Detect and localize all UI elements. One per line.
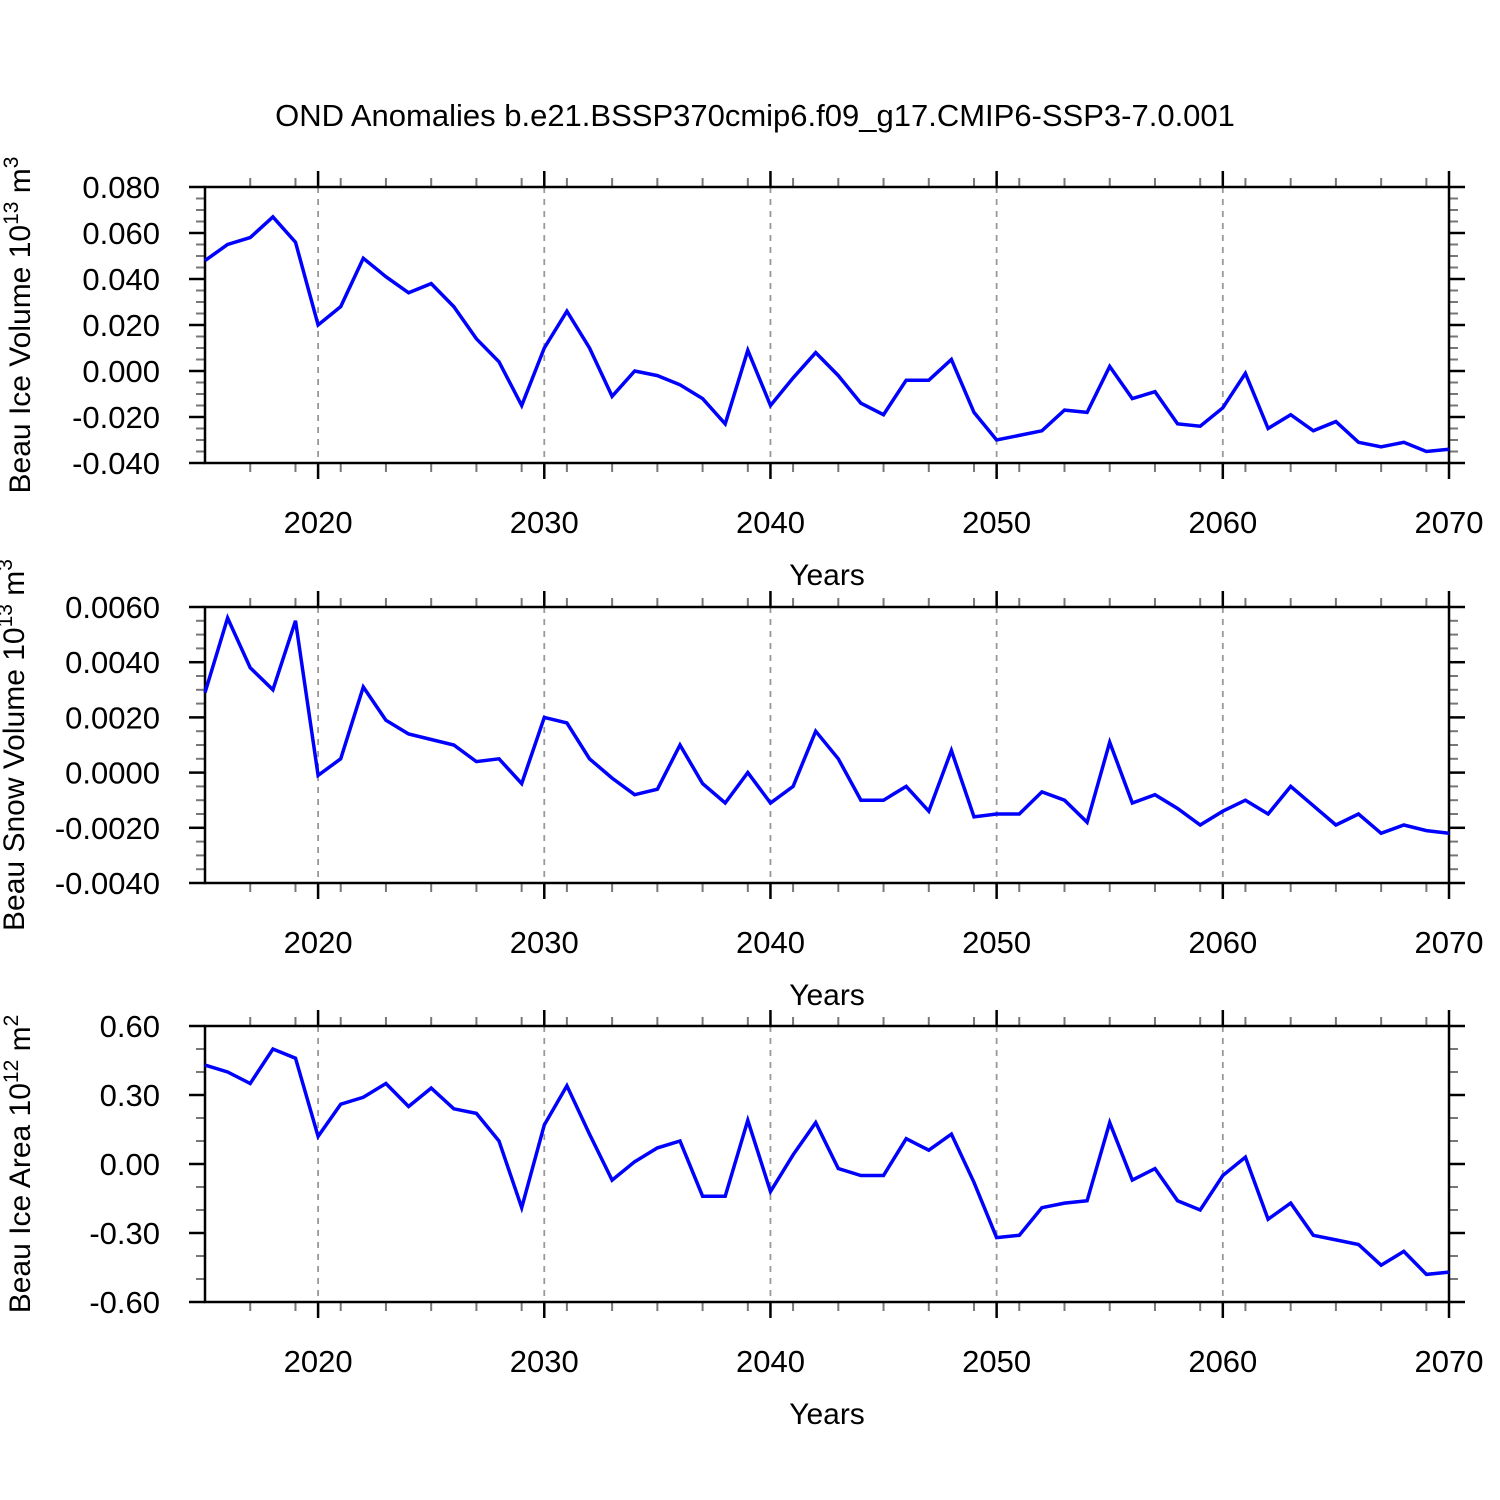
y-tick-label: 0.040 <box>82 262 160 297</box>
y-axis-label: Beau Ice Area 1012 m2 <box>0 1015 37 1314</box>
x-tick-label: 2020 <box>284 505 353 540</box>
y-tick-label: 0.60 <box>100 1009 160 1044</box>
x-tick-label: 2030 <box>510 505 579 540</box>
x-tick-label: 2050 <box>962 505 1031 540</box>
y-tick-label: -0.30 <box>89 1216 160 1251</box>
y-tick-label: 0.060 <box>82 216 160 251</box>
y-tick-label: 0.30 <box>100 1078 160 1113</box>
y-tick-label: 0.080 <box>82 170 160 205</box>
data-line <box>203 214 1450 454</box>
y-tick-label: 0.0000 <box>65 756 160 791</box>
x-tick-label: 2070 <box>1415 925 1484 960</box>
data-line <box>204 1046 1450 1277</box>
y-tick-label: 0.0040 <box>65 645 160 680</box>
x-tick-label: 2030 <box>510 925 579 960</box>
x-axis-label: Years <box>789 559 865 592</box>
x-tick-label: 2020 <box>284 1344 353 1379</box>
y-tick-label: -0.60 <box>89 1285 160 1320</box>
plot-frame <box>203 605 1451 885</box>
x-axis-label: Years <box>789 1398 865 1431</box>
x-tick-label: 2070 <box>1415 1344 1484 1379</box>
x-tick-label: 2040 <box>736 925 805 960</box>
y-tick-label: -0.0020 <box>55 811 160 846</box>
x-tick-label: 2040 <box>736 1344 805 1379</box>
x-axis-label: Years <box>789 979 865 1012</box>
y-tick-label: 0.020 <box>82 308 160 343</box>
y-tick-label: -0.020 <box>72 400 160 435</box>
plot-frame <box>203 185 1451 465</box>
y-tick-label: 0.000 <box>82 354 160 389</box>
x-tick-label: 2060 <box>1188 505 1257 540</box>
plot-title: OND Anomalies b.e21.BSSP370cmip6.f09_g17… <box>275 98 1235 133</box>
x-tick-label: 2030 <box>510 1344 579 1379</box>
y-tick-label: 0.0060 <box>65 590 160 625</box>
x-tick-label: 2050 <box>962 925 1031 960</box>
data-line <box>203 613 1450 836</box>
x-tick-label: 2040 <box>736 505 805 540</box>
x-tick-label: 2050 <box>962 1344 1031 1379</box>
y-tick-label: -0.0040 <box>55 866 160 901</box>
y-tick-label: 0.0020 <box>65 700 160 735</box>
y-tick-label: -0.040 <box>72 446 160 481</box>
x-tick-label: 2070 <box>1415 505 1484 540</box>
plot-frame <box>203 1024 1451 1304</box>
y-axis-label: Beau Snow Volume 1013 m3 <box>0 559 31 931</box>
x-tick-label: 2020 <box>284 925 353 960</box>
y-axis-label: Beau Ice Volume 1013 m3 <box>0 157 37 494</box>
x-tick-label: 2060 <box>1188 925 1257 960</box>
x-tick-label: 2060 <box>1188 1344 1257 1379</box>
y-tick-label: 0.00 <box>100 1147 160 1182</box>
